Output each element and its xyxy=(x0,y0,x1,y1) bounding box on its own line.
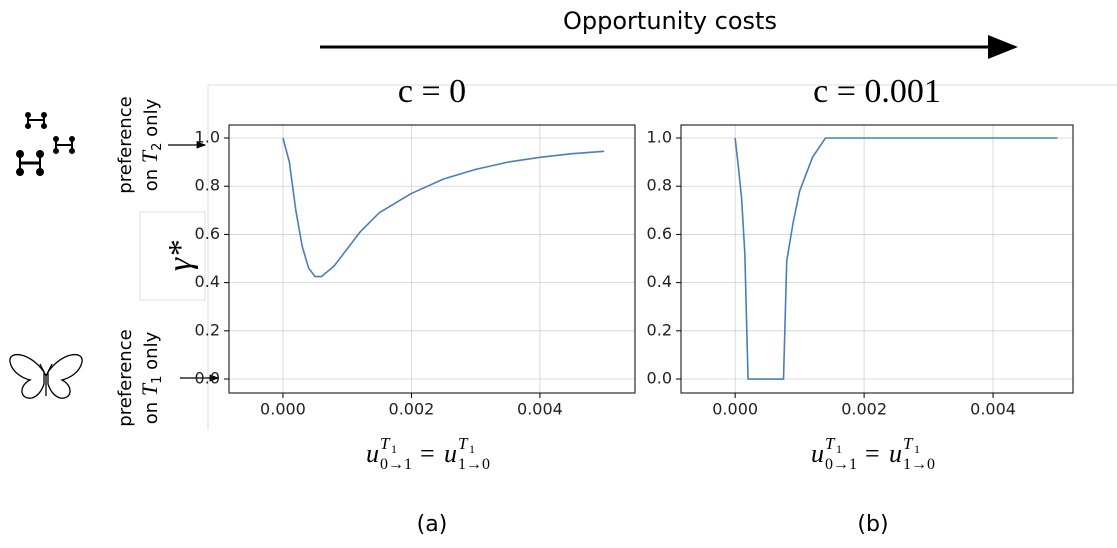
axes-frame xyxy=(228,124,636,394)
x-axis-label: 1 xyxy=(914,442,920,456)
panel-caption: (b) xyxy=(857,512,888,537)
y-tick-label: 0.4 xyxy=(195,272,220,291)
chart-title: c = 0 xyxy=(398,73,466,110)
y-tick-label: 0.2 xyxy=(647,320,672,339)
x-axis-label: u xyxy=(444,439,457,468)
y-tick-label: 0.8 xyxy=(195,176,220,195)
x-axis-label: = xyxy=(420,439,435,468)
x-axis-label: 1→0 xyxy=(458,456,490,473)
label-part: preference xyxy=(115,329,136,426)
y-tick-label: 0.4 xyxy=(647,272,672,291)
x-axis-label: u xyxy=(366,439,379,468)
x-axis-label: T xyxy=(458,434,469,453)
label-part: on xyxy=(141,163,162,191)
header-title: Opportunity costs xyxy=(563,7,777,35)
chart-title: c = 0.001 xyxy=(813,73,941,110)
y-tick-label: 0.0 xyxy=(647,369,672,388)
x-axis-label: 1 xyxy=(469,442,475,456)
x-tick-label: 0.004 xyxy=(970,400,1016,419)
label-part: T xyxy=(137,382,162,396)
x-axis-label: 1 xyxy=(391,442,397,456)
x-axis-label: 1 xyxy=(836,442,842,456)
axes-frame xyxy=(680,124,1074,394)
y-tick-label: 0.6 xyxy=(647,224,672,243)
gamma-label: γ* xyxy=(162,241,199,271)
label-part: only xyxy=(141,331,162,375)
top-label-line2: on T2 only xyxy=(137,98,164,191)
line-series xyxy=(282,137,605,278)
x-tick-label: 0.004 xyxy=(517,400,563,419)
x-axis-label: u xyxy=(811,439,824,468)
y-tick-label: 0.0 xyxy=(195,369,220,388)
top-label-line1: preference xyxy=(115,96,136,193)
y-tick-label: 0.6 xyxy=(195,224,220,243)
x-axis-label: u xyxy=(889,439,902,468)
label-part: 1 xyxy=(150,376,165,384)
label-part: on xyxy=(141,396,162,424)
x-axis-label: = xyxy=(865,439,880,468)
x-axis-label: 1→0 xyxy=(903,456,935,473)
molecule-icon xyxy=(16,112,75,176)
label-part: 2 xyxy=(150,143,165,151)
butterfly-icon xyxy=(9,353,83,399)
bottom-label-line1: preference xyxy=(115,329,136,426)
frame xyxy=(207,84,1117,430)
x-tick-label: 0.002 xyxy=(389,400,435,419)
gamma-box xyxy=(139,211,206,301)
label-part: only xyxy=(141,98,162,142)
panel-caption: (a) xyxy=(417,512,448,537)
x-tick-label: 0.002 xyxy=(841,400,887,419)
x-axis-label: T xyxy=(380,434,391,453)
y-tick-label: 0.8 xyxy=(647,176,672,195)
x-axis-label: 0→1 xyxy=(380,456,412,473)
y-tick-label: 1.0 xyxy=(195,128,220,147)
y-tick-label: 1.0 xyxy=(647,128,672,147)
line-series xyxy=(734,137,1058,380)
label-part: T xyxy=(137,149,162,163)
x-tick-label: 0.000 xyxy=(260,400,306,419)
y-tick-label: 0.2 xyxy=(195,320,220,339)
x-axis-label: 0→1 xyxy=(825,456,857,473)
label-part: preference xyxy=(115,96,136,193)
x-axis-label: T xyxy=(825,434,836,453)
x-tick-label: 0.000 xyxy=(712,400,758,419)
bottom-label-line2: on T1 only xyxy=(137,331,164,424)
x-axis-label: T xyxy=(903,434,914,453)
